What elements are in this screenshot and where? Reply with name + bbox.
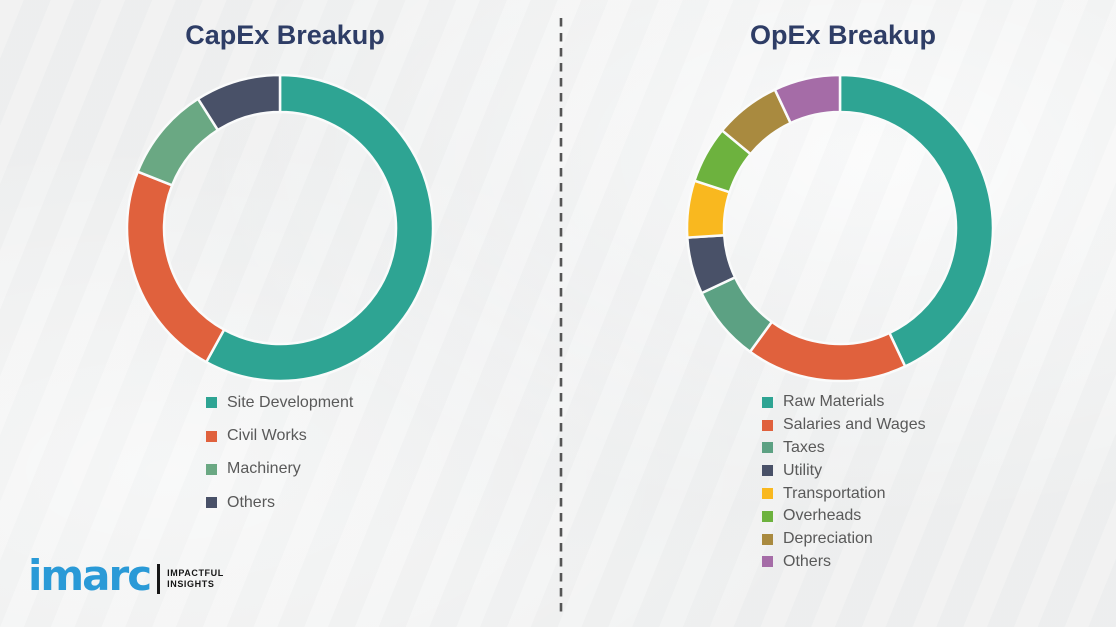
capex-donut-chart (125, 73, 435, 383)
opex-legend: Raw Materials Salaries and Wages Taxes Util… (762, 391, 926, 573)
legend-marker (762, 419, 773, 431)
donut-segment-raw-materials (838, 73, 995, 369)
legend-label: Civil Works (227, 427, 307, 445)
donut-segment-others (196, 73, 282, 132)
capex-chart-title: CapEx Breakup (185, 20, 385, 50)
legend-item: Others (206, 486, 353, 519)
legend-label: Salaries and Wages (783, 416, 926, 434)
legend-marker (762, 465, 773, 477)
legend-marker (206, 463, 217, 475)
legend-item: Salaries and Wages (762, 414, 926, 437)
imarc-logo-wordmark: imarc (28, 551, 152, 600)
imarc-logo: imarc IMPACTFUL INSIGHTS (28, 551, 224, 600)
legend-label: Site Development (227, 393, 354, 411)
legend-label: Others (227, 493, 276, 511)
legend-label: Depreciation (783, 530, 873, 548)
dashed-divider-line (559, 18, 563, 614)
legend-marker (762, 510, 773, 522)
donut-segment-site-development (204, 73, 435, 383)
legend-label: Machinery (227, 460, 301, 478)
capex-legend: Site Development Civil Works Machinery Othe… (206, 386, 353, 520)
legend-item: Utility (762, 459, 926, 482)
opex-donut-chart (685, 73, 995, 383)
legend-item: Taxes (762, 437, 926, 460)
donut-segment-civil-works (125, 170, 226, 364)
imarc-logo-tagline: IMPACTFUL INSIGHTS (167, 568, 224, 590)
tagline-line-2: INSIGHTS (167, 578, 215, 589)
legend-marker (762, 556, 773, 568)
legend-marker (762, 396, 773, 408)
donut-segment-others (773, 73, 842, 125)
imarc-logo-divider-bar (157, 563, 161, 594)
legend-marker (206, 430, 217, 442)
legend-item: Depreciation (762, 528, 926, 551)
legend-label: Taxes (783, 438, 825, 456)
legend-item: Site Development (206, 386, 353, 419)
legend-item: Raw Materials (762, 391, 926, 414)
legend-label: Overheads (783, 507, 862, 525)
legend-marker (206, 397, 217, 409)
legend-item: Others (762, 551, 926, 574)
legend-item: Transportation (762, 482, 926, 505)
legend-label: Raw Materials (783, 393, 885, 411)
legend-marker (762, 533, 773, 545)
legend-marker (762, 488, 773, 500)
legend-marker (762, 442, 773, 454)
legend-marker (206, 497, 217, 509)
legend-label: Transportation (783, 484, 886, 502)
tagline-line-1: IMPACTFUL (167, 568, 224, 579)
legend-label: Others (783, 552, 832, 570)
legend-item: Overheads (762, 505, 926, 528)
legend-item: Machinery (206, 453, 353, 486)
legend-item: Civil Works (206, 419, 353, 452)
legend-label: Utility (783, 461, 823, 479)
opex-chart-title: OpEx Breakup (749, 20, 937, 50)
donut-segment-salaries-and-wages (748, 320, 907, 383)
